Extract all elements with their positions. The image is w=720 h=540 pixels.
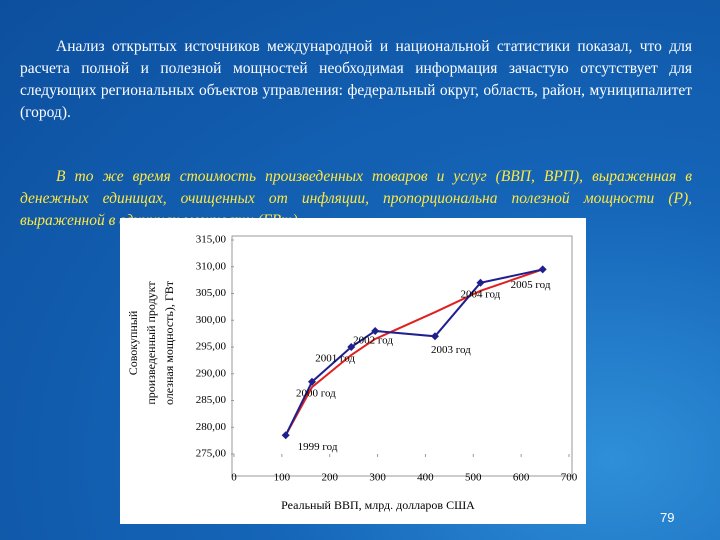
page-number: 79 bbox=[660, 510, 675, 525]
point-label: 2001 год bbox=[315, 353, 355, 365]
data-point bbox=[371, 326, 380, 335]
y-tick-label: 300,00 bbox=[196, 314, 227, 326]
y-tick-label: 290,00 bbox=[196, 367, 227, 379]
x-tick-label: 300 bbox=[369, 472, 386, 484]
chart-background bbox=[120, 218, 586, 524]
x-tick-label: 100 bbox=[274, 472, 291, 484]
y-tick-label: 285,00 bbox=[196, 394, 227, 406]
y-axis-label: произведенный продукт bbox=[144, 281, 158, 405]
data-point bbox=[308, 377, 317, 386]
y-axis-label: олезная мощность), ГВт bbox=[162, 280, 176, 405]
data-point bbox=[431, 332, 439, 341]
y-tick-label: 305,00 bbox=[196, 287, 227, 299]
x-tick-label: 700 bbox=[561, 472, 578, 484]
x-axis-label: Реальный ВВП, млрд. долларов США bbox=[281, 498, 475, 512]
y-tick-label: 275,00 bbox=[196, 448, 227, 460]
point-label: 2003 год bbox=[431, 344, 471, 356]
x-tick-label: 500 bbox=[465, 472, 482, 484]
x-tick-label: 0 bbox=[231, 472, 237, 484]
y-tick-label: 295,00 bbox=[196, 341, 227, 353]
y-tick-label: 280,00 bbox=[196, 421, 227, 433]
x-tick-label: 600 bbox=[513, 472, 530, 484]
point-label: 2004 год bbox=[460, 288, 500, 300]
data-point bbox=[347, 343, 356, 351]
point-label: 2005 год bbox=[511, 279, 551, 291]
point-label: 2002 год bbox=[353, 334, 393, 346]
data-line bbox=[284, 268, 544, 436]
y-tick-label: 310,00 bbox=[196, 260, 227, 272]
point-label: 2000 год bbox=[296, 387, 336, 399]
chart: Реальный ВВП, млрд. долларов США 275,00 2… bbox=[120, 218, 586, 524]
data-point bbox=[281, 431, 290, 440]
paragraph: Анализ открытых источников международной… bbox=[20, 38, 692, 121]
x-tick-label: 200 bbox=[321, 472, 338, 484]
y-axis-label: Совокупный bbox=[126, 310, 140, 375]
x-tick-label: 400 bbox=[417, 472, 434, 484]
data-point bbox=[538, 265, 547, 274]
point-label: 1999 год bbox=[298, 441, 338, 453]
paragraph: В то же время стоимость произведенных то… bbox=[20, 168, 692, 229]
plot-area bbox=[231, 235, 573, 477]
y-tick-label: 315,00 bbox=[196, 234, 227, 246]
data-point bbox=[476, 278, 485, 287]
